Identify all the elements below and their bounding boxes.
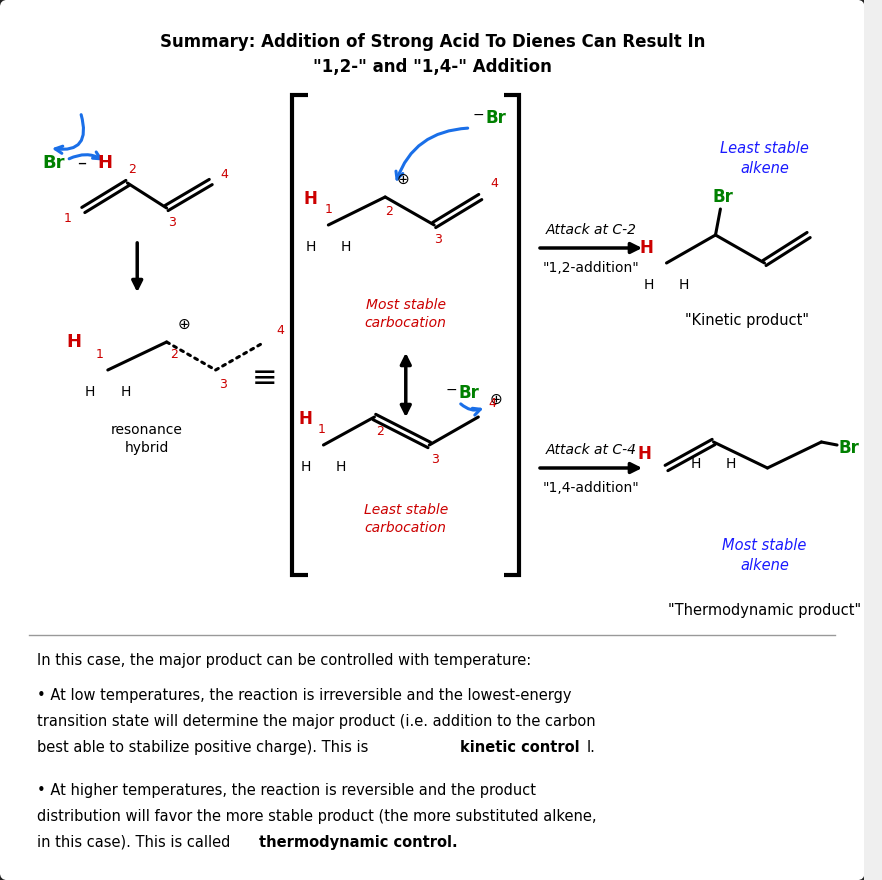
Text: 3: 3: [220, 378, 228, 391]
Text: 3: 3: [168, 216, 176, 229]
Text: Br: Br: [42, 154, 65, 172]
Text: –: –: [77, 154, 86, 172]
Text: Br: Br: [713, 188, 734, 206]
Text: 1: 1: [318, 422, 325, 436]
Text: H: H: [120, 385, 131, 399]
Text: Br: Br: [485, 109, 506, 127]
Text: H: H: [97, 154, 112, 172]
Text: 4: 4: [276, 324, 284, 336]
Text: H: H: [66, 333, 81, 351]
Text: H: H: [336, 460, 347, 474]
Text: resonance: resonance: [111, 423, 183, 437]
Text: 4: 4: [488, 397, 496, 409]
Text: H: H: [301, 460, 311, 474]
Text: Least stable: Least stable: [363, 503, 448, 517]
Text: carbocation: carbocation: [365, 521, 446, 535]
Text: carbocation: carbocation: [365, 316, 446, 330]
Text: In this case, the major product can be controlled with temperature:: In this case, the major product can be c…: [37, 652, 532, 668]
Text: H: H: [299, 410, 313, 428]
Text: −: −: [445, 383, 457, 397]
Text: ⊕: ⊕: [397, 172, 409, 187]
Text: 1: 1: [96, 348, 104, 361]
Text: 2: 2: [129, 163, 136, 175]
Text: 4: 4: [220, 167, 228, 180]
Text: Summary: Addition of Strong Acid To Dienes Can Result In: Summary: Addition of Strong Acid To Dien…: [160, 33, 705, 51]
Text: "Thermodynamic product": "Thermodynamic product": [668, 603, 861, 618]
Text: Attack at C-4: Attack at C-4: [546, 443, 637, 457]
Text: in this case). This is called: in this case). This is called: [37, 834, 235, 849]
Text: 2: 2: [377, 424, 385, 437]
Text: "1,4-addition": "1,4-addition": [542, 481, 639, 495]
Text: H: H: [638, 445, 652, 463]
Text: ⊕: ⊕: [490, 392, 503, 407]
Text: best able to stabilize positive charge). This is: best able to stabilize positive charge).…: [37, 739, 373, 754]
Text: H: H: [640, 239, 654, 257]
Text: H: H: [85, 385, 95, 399]
Text: H: H: [340, 240, 351, 254]
Text: 2: 2: [385, 204, 393, 217]
Text: 3: 3: [434, 232, 442, 246]
Text: alkene: alkene: [740, 160, 789, 175]
Text: "1,2-" and "1,4-" Addition: "1,2-" and "1,4-" Addition: [313, 58, 551, 76]
Text: distribution will favor the more stable product (the more substituted alkene,: distribution will favor the more stable …: [37, 809, 597, 824]
Text: Attack at C-2: Attack at C-2: [546, 223, 637, 237]
Text: kinetic control: kinetic control: [460, 739, 579, 754]
Text: thermodynamic control.: thermodynamic control.: [258, 834, 458, 849]
Text: ⊕: ⊕: [178, 317, 191, 332]
Text: alkene: alkene: [740, 558, 789, 573]
Text: H: H: [691, 457, 701, 471]
Text: Br: Br: [839, 439, 859, 457]
Text: Most stable: Most stable: [366, 298, 445, 312]
Text: • At higher temperatures, the reaction is reversible and the product: • At higher temperatures, the reaction i…: [37, 782, 536, 797]
Text: H: H: [726, 457, 736, 471]
Text: l.: l.: [587, 739, 595, 754]
Text: H: H: [679, 278, 690, 292]
Text: Least stable: Least stable: [720, 141, 809, 156]
Text: "1,2-addition": "1,2-addition": [542, 261, 639, 275]
Text: "Kinetic product": "Kinetic product": [684, 312, 809, 327]
Text: 1: 1: [64, 211, 71, 224]
Text: H: H: [303, 190, 318, 208]
Text: 4: 4: [490, 177, 498, 189]
Text: transition state will determine the major product (i.e. addition to the carbon: transition state will determine the majo…: [37, 714, 596, 729]
Text: ≡: ≡: [252, 363, 278, 392]
Text: Most stable: Most stable: [722, 538, 807, 553]
Text: 2: 2: [170, 348, 178, 361]
Text: • At low temperatures, the reaction is irreversible and the lowest-energy: • At low temperatures, the reaction is i…: [37, 687, 572, 702]
Text: Br: Br: [458, 384, 479, 402]
Text: H: H: [644, 278, 654, 292]
Text: H: H: [305, 240, 316, 254]
Text: −: −: [473, 108, 484, 122]
Text: 1: 1: [325, 202, 333, 216]
Text: 3: 3: [431, 452, 439, 466]
Text: hybrid: hybrid: [125, 441, 169, 455]
